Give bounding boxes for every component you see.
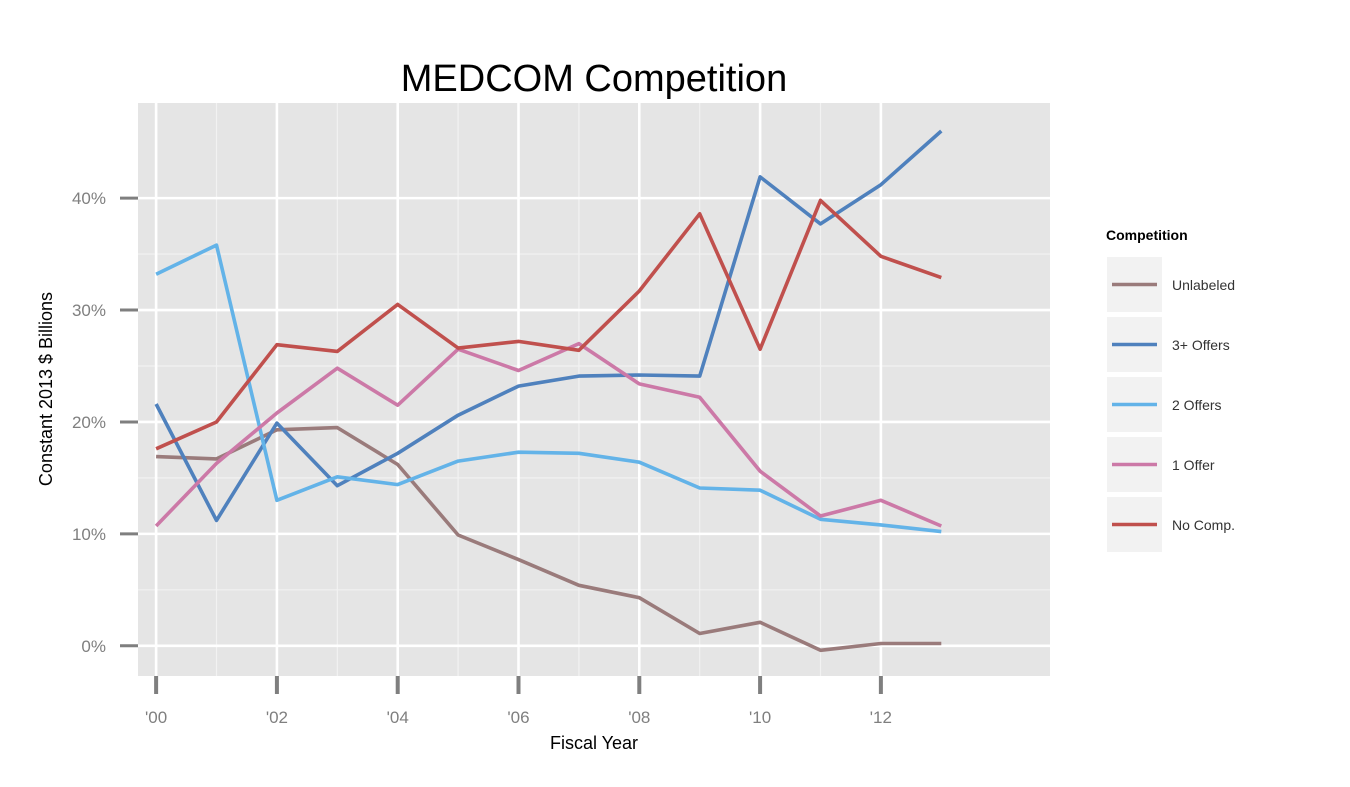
series-line-0 [156, 425, 942, 653]
legend-item: No Comp. [1107, 497, 1235, 552]
y-axis: 0% 10% 20% 30% 40% [72, 189, 138, 656]
series-line-2 [155, 243, 942, 534]
x-tick-label: '08 [628, 708, 650, 727]
y-tick-label: 0% [81, 637, 106, 656]
y-tick-label: 10% [72, 525, 106, 544]
legend-label: No Comp. [1172, 517, 1235, 533]
legend-title: Competition [1106, 227, 1188, 243]
y-tick-label: 30% [72, 301, 106, 320]
major-gridlines [138, 103, 1050, 676]
legend: Competition Unlabeled 3+ Offers 2 Offers 1 … [1106, 227, 1235, 552]
legend-label: 2 Offers [1172, 397, 1222, 413]
legend-item: 2 Offers [1107, 377, 1222, 432]
x-tick-label: '12 [870, 708, 892, 727]
series-line-4 [155, 198, 942, 451]
x-tick-label: '06 [507, 708, 529, 727]
legend-label: 3+ Offers [1172, 337, 1230, 353]
y-tick-label: 40% [72, 189, 106, 208]
chart-title: MEDCOM Competition [401, 58, 787, 100]
x-axis-title: Fiscal Year [550, 733, 638, 753]
legend-item: 1 Offer [1107, 437, 1215, 492]
series-line-3 [154, 341, 943, 528]
x-tick-label: '10 [749, 708, 771, 727]
x-axis: '00 '02 '04 '06 '08 '10 '12 [145, 676, 892, 727]
x-tick-label: '00 [145, 708, 167, 727]
series-lines [154, 129, 943, 653]
x-tick-label: '02 [266, 708, 288, 727]
legend-label: 1 Offer [1172, 457, 1215, 473]
y-tick-label: 20% [72, 413, 106, 432]
legend-label: Unlabeled [1172, 277, 1235, 293]
series-line-1 [154, 129, 943, 523]
x-tick-label: '04 [387, 708, 409, 727]
legend-item: 3+ Offers [1107, 317, 1230, 372]
legend-item: Unlabeled [1107, 257, 1235, 312]
y-axis-title: Constant 2013 $ Billions [36, 292, 56, 486]
